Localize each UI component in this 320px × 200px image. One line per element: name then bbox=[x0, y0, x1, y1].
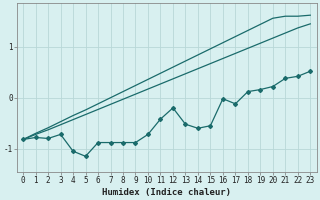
X-axis label: Humidex (Indice chaleur): Humidex (Indice chaleur) bbox=[102, 188, 231, 197]
